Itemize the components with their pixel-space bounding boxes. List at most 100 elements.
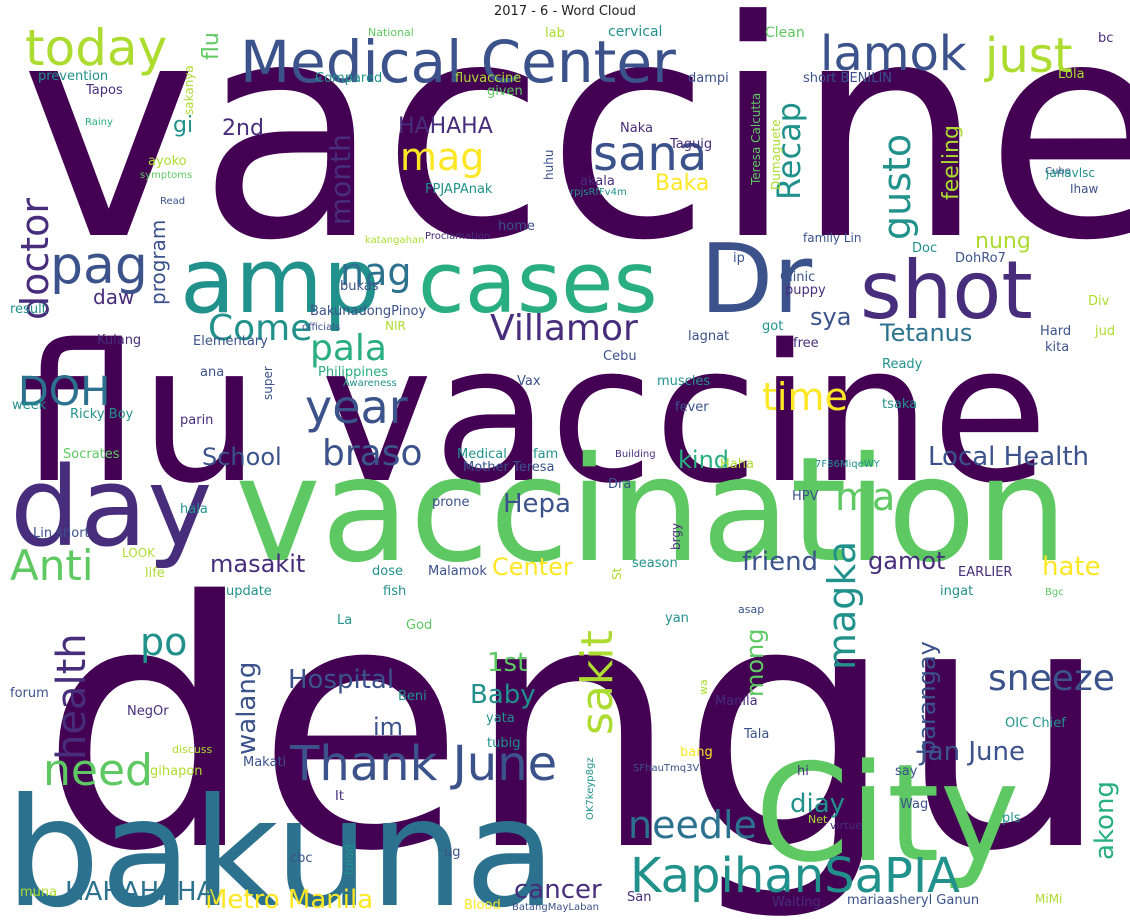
word-mong: mong xyxy=(741,628,769,697)
word-thank-june: Thank June xyxy=(289,736,557,792)
word-yata: yata xyxy=(486,711,515,726)
word-bang: bang xyxy=(680,745,713,760)
word-local-health: Local Health xyxy=(928,442,1089,472)
word-ip: ip xyxy=(733,251,745,266)
word-doctor: doctor xyxy=(13,198,57,320)
word-pag: pag xyxy=(50,236,148,296)
word-7f86miqewy: 7F86MiqeWY xyxy=(815,459,881,470)
word-baby: Baby xyxy=(470,680,536,710)
word-flu-vaccine: flu vaccine xyxy=(20,304,1048,525)
word-short-benilin: short BENILIN xyxy=(803,71,892,86)
word-flu: flu xyxy=(199,32,224,60)
word-dra: Dra xyxy=(608,477,631,492)
word-batangmaylaban: BatangMayLaban xyxy=(512,902,599,913)
word-tala: Tala xyxy=(743,727,769,742)
word-cancer: cancer xyxy=(514,875,602,905)
word-puppy: puppy xyxy=(785,283,826,298)
word-tetanus: Tetanus xyxy=(879,319,972,347)
word-mimi: MiMi xyxy=(1035,892,1062,906)
word-dengue: dengue xyxy=(40,530,1130,923)
word-sfhautmq3v: SFhauTmq3V xyxy=(633,763,699,774)
word-pala: pala xyxy=(310,328,387,369)
word-diay: diay xyxy=(790,789,845,819)
word-super: super xyxy=(261,366,275,400)
word-clinic: Clinic xyxy=(780,270,815,285)
word-cebu: Cebu xyxy=(603,349,637,364)
word-cube: Cube xyxy=(1045,166,1071,177)
word-read: Read xyxy=(160,196,185,207)
word-gihapon: gihapon xyxy=(150,764,203,779)
word-mother-teresa: Mother Teresa xyxy=(463,460,555,475)
word-muna: muna xyxy=(20,885,57,900)
word-home: home xyxy=(498,219,535,234)
word-week: week xyxy=(12,398,47,413)
word-proclamation: Proclamation xyxy=(425,231,490,242)
word-free: free xyxy=(793,336,819,351)
word-fish: fish xyxy=(383,584,406,599)
word-yan: yan xyxy=(665,611,689,626)
word-shot: shot xyxy=(860,244,1033,337)
word-building: Building xyxy=(615,449,656,460)
word-jan-june: Jan June xyxy=(918,737,1025,767)
word-cbc: cbc xyxy=(290,851,313,866)
word-day: day xyxy=(10,443,212,571)
word-mariaasheryl-ganun: mariaasheryl Ganun xyxy=(847,893,979,908)
word-recap: Recap xyxy=(770,102,808,200)
word-anti: Anti xyxy=(10,541,94,590)
word-earlier: EARLIER xyxy=(958,565,1012,580)
word-tapos: Tapos xyxy=(85,83,123,98)
word-elementary: Elementary xyxy=(193,334,268,349)
word-bgc: Bgc xyxy=(1045,587,1064,598)
word-hi: hi xyxy=(797,764,809,779)
word-socrates: Socrates xyxy=(63,447,120,462)
word-result: result xyxy=(10,302,47,317)
word-po: po xyxy=(140,620,187,664)
word-makati: Makati xyxy=(243,755,286,770)
word-health: health xyxy=(49,633,95,760)
word-lagnat: lagnat xyxy=(688,329,729,344)
word-katangahan: katangahan xyxy=(365,235,424,246)
word-jud: jud xyxy=(1094,324,1115,339)
word-dumaguete: Dumaguete xyxy=(769,119,783,190)
word-akong: akong xyxy=(1090,781,1120,860)
word-tsaka: tsaka xyxy=(882,397,917,412)
word-prone: prone xyxy=(432,495,470,510)
word-naka: Naka xyxy=(620,121,653,136)
word-manila: Manila xyxy=(715,694,758,709)
word-rpjsrffv4m: rpjsRfFv4m xyxy=(570,187,627,198)
word-ingat: ingat xyxy=(940,584,973,599)
word-fever: fever xyxy=(675,400,709,415)
word-tulog: tulog xyxy=(342,844,356,875)
word-lamok: lamok xyxy=(820,26,967,82)
word-got: got xyxy=(762,319,783,334)
word-huhu: huhu xyxy=(542,150,556,180)
word-sakanya: sakanya xyxy=(182,65,196,115)
word-ihaw: Ihaw xyxy=(1070,182,1098,196)
word-gi: gi xyxy=(173,113,193,138)
word-family-lin: family Lin xyxy=(803,231,861,245)
word-masakit: masakit xyxy=(210,550,305,578)
word-bakunadongpinoy: BakunadongPinoy xyxy=(310,304,427,319)
word-feeling: feeling xyxy=(939,125,964,200)
word-rainy: Rainy xyxy=(85,117,113,128)
word-month: month xyxy=(324,134,357,225)
word-ready: Ready xyxy=(882,357,923,372)
word-year: year xyxy=(305,380,408,434)
word-ayoko: ayoko xyxy=(148,154,187,169)
word-haha: Haha xyxy=(720,457,754,472)
word-national: National xyxy=(368,26,414,39)
word-brgy: brgy xyxy=(669,523,683,550)
word-doh: DOH xyxy=(18,369,110,415)
word-officials: officials xyxy=(302,322,340,333)
word-wa: wa xyxy=(697,679,710,695)
word-virtue: virtue xyxy=(830,819,862,832)
word-beni: Beni xyxy=(398,689,427,704)
word-la: La xyxy=(337,613,352,628)
word-fam: fam xyxy=(533,447,558,462)
word-time: time xyxy=(762,375,848,419)
word-say: say xyxy=(895,764,918,779)
word-muscles: muscles xyxy=(657,374,710,389)
word-given: given xyxy=(487,84,523,99)
